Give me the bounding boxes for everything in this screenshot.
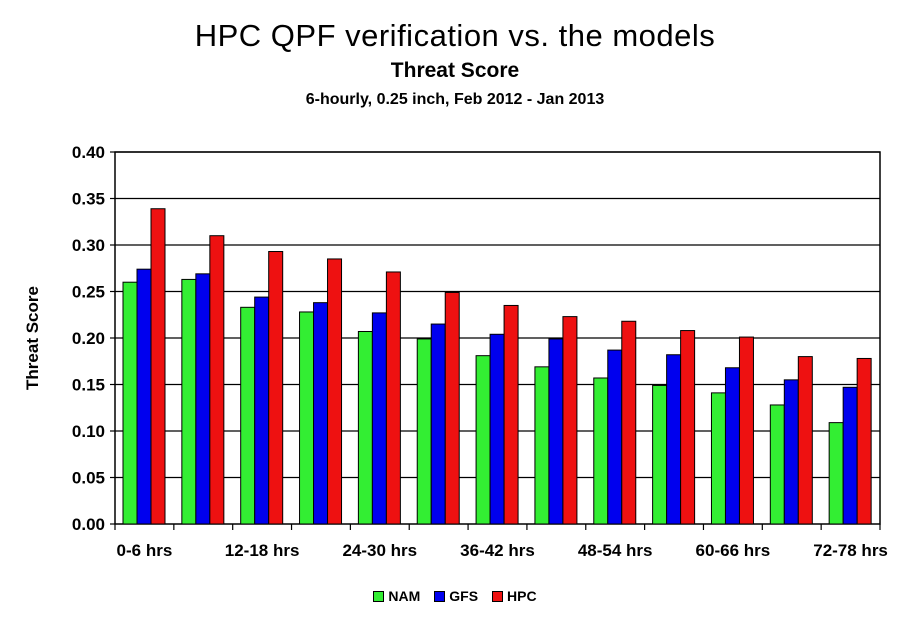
bar-nam: [593, 377, 609, 525]
bar-nam: [416, 338, 432, 525]
bar-hpc: [444, 291, 460, 525]
bar-nam: [828, 422, 844, 525]
bar-nam: [475, 355, 491, 525]
bar-nam: [240, 306, 256, 525]
legend-label: NAM: [388, 588, 421, 604]
bar-hpc: [150, 208, 166, 525]
legend-label: HPC: [507, 588, 537, 604]
bar-hpc: [503, 304, 519, 525]
y-tick-label: 0.00: [72, 515, 105, 534]
bar-nam: [357, 330, 373, 525]
x-tick-label: 60-66 hrs: [696, 541, 771, 560]
bar-gfs: [548, 338, 564, 525]
legend-item-hpc: HPC: [492, 588, 537, 604]
legend: NAM GFS HPC: [0, 588, 910, 604]
bar-nam: [652, 384, 668, 525]
x-tick-label: 36-42 hrs: [460, 541, 535, 560]
x-tick-label: 48-54 hrs: [578, 541, 653, 560]
bar-hpc: [856, 357, 872, 525]
legend-swatch: [373, 590, 385, 602]
legend-item-nam: NAM: [373, 588, 420, 604]
x-tick-label: 12-18 hrs: [225, 541, 300, 560]
y-tick-label: 0.30: [72, 236, 105, 255]
bar-gfs: [195, 273, 211, 525]
y-tick-label: 0.25: [72, 283, 105, 302]
legend-label: GFS: [449, 588, 479, 604]
bar-hpc: [268, 251, 284, 525]
bar-hpc: [621, 320, 637, 525]
chart-title: HPC QPF verification vs. the models: [194, 18, 716, 53]
bar-hpc: [327, 258, 343, 525]
y-tick-label: 0.20: [72, 329, 105, 348]
bar-gfs: [607, 349, 623, 525]
bar-gfs: [666, 354, 682, 525]
bar-gfs: [430, 323, 446, 525]
bar-hpc: [385, 271, 401, 525]
y-tick-label: 0.15: [72, 376, 105, 395]
y-tick-label: 0.10: [72, 422, 105, 441]
y-tick-label: 0.05: [72, 469, 105, 488]
bar-hpc: [209, 235, 225, 525]
y-tick-label: 0.35: [72, 190, 105, 209]
bar-gfs: [136, 268, 152, 525]
bar-hpc: [738, 336, 754, 525]
y-axis-label: Threat Score: [23, 286, 42, 390]
bar-nam: [534, 366, 550, 525]
bar-gfs: [254, 296, 270, 525]
bar-nam: [181, 278, 197, 525]
bar-hpc: [562, 316, 578, 525]
bar-hpc: [680, 330, 696, 525]
chart-subsubtitle: 6-hourly, 0.25 inch, Feb 2012 - Jan 2013: [305, 91, 605, 108]
bar-gfs: [313, 302, 329, 525]
bar-gfs: [489, 333, 505, 525]
legend-item-gfs: GFS: [434, 588, 478, 604]
y-tick-label: 0.40: [72, 143, 105, 162]
bar-nam: [299, 311, 315, 525]
bar-gfs: [371, 312, 387, 525]
bar-gfs: [724, 367, 740, 525]
x-tick-label: 72-78 hrs: [813, 541, 888, 560]
chart-subtitle: Threat Score: [390, 59, 520, 82]
legend-swatch: [434, 590, 446, 602]
bar-gfs: [783, 379, 799, 525]
bar-hpc: [797, 356, 813, 525]
legend-swatch: [492, 590, 504, 602]
x-tick-label: 0-6 hrs: [117, 541, 173, 560]
x-tick-label: 24-30 hrs: [342, 541, 417, 560]
bar-gfs: [842, 386, 858, 525]
bar-nam: [122, 281, 138, 525]
bar-nam: [769, 404, 785, 525]
bar-nam: [710, 392, 726, 525]
